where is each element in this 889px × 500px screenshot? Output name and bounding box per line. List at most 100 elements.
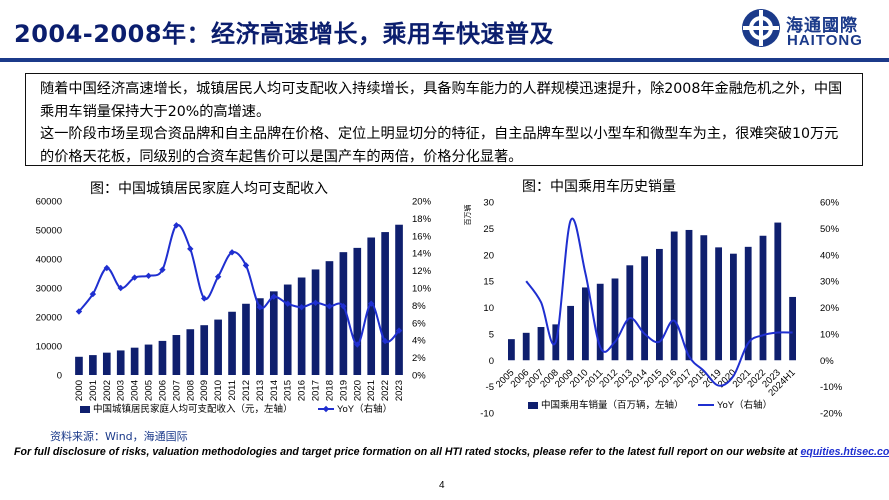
chart1-category-label: 2003 xyxy=(116,380,127,401)
chart2-right-tick-label: -20% xyxy=(820,409,843,420)
chart2-left-tick-label: 10 xyxy=(483,303,494,314)
chart2-bar xyxy=(729,253,737,361)
chart1-right-tick-label: 2% xyxy=(412,353,426,364)
chart1-legend-bar-label: 中国城镇居民家庭人均可支配收入（元，左轴） xyxy=(93,403,293,415)
summary-paragraph-2: 这一阶段市场呈现合资品牌和自主品牌在价格、定位上明显切分的特征，自主品牌车型以小… xyxy=(40,126,839,165)
page-title: 2004-2008年：经济高速增长，乘用车快速普及 xyxy=(14,20,555,48)
summary-paragraph-1: 随着中国经济高速增长，城镇居民人均可支配收入持续增长，具备购车能力的人群规模迅速… xyxy=(40,81,843,120)
chart1-left-tick-label: 40000 xyxy=(36,255,62,266)
chart2-right-tick-label: -10% xyxy=(820,382,843,393)
chart1-bar xyxy=(144,344,153,375)
chart2-legend-bar-label: 中国乘用车销量（百万辆，左轴） xyxy=(541,399,684,411)
chart1-bar xyxy=(269,291,278,375)
chart1-right-tick-label: 8% xyxy=(412,301,426,312)
chart1-category-label: 2006 xyxy=(157,380,168,401)
chart2-bar xyxy=(537,327,545,361)
chart2-bar xyxy=(700,235,708,361)
chart1-right-tick-label: 10% xyxy=(412,284,432,295)
chart1-title: 图：中国城镇居民家庭人均可支配收入 xyxy=(90,181,328,197)
chart1-right-tick-label: 0% xyxy=(412,371,426,382)
chart2-right-tick-label: 20% xyxy=(820,303,840,314)
chart2-left-tick-label: 0 xyxy=(489,356,494,367)
chart1-legend-line-label: YoY（右轴） xyxy=(337,403,392,415)
chart2-bar xyxy=(596,283,604,361)
chart1-bar xyxy=(214,319,222,375)
chart1-bar xyxy=(102,352,111,375)
chart1-yoy-marker xyxy=(326,303,333,310)
chart1-bar xyxy=(200,325,209,375)
chart1-yoy-marker xyxy=(145,272,152,280)
chart1-left-tick-label: 50000 xyxy=(36,226,62,237)
chart2-bar xyxy=(567,305,575,361)
chart1-yoy-marker xyxy=(256,303,264,311)
chart1-yoy-marker xyxy=(173,222,180,229)
haitong-logo: 海通國際 HAITONG xyxy=(741,8,881,54)
chart1-left-tick-label: 0 xyxy=(57,371,62,382)
chart2-yoy-line xyxy=(525,217,793,387)
header-rule xyxy=(0,58,889,62)
chart1-yoy-marker xyxy=(312,299,319,306)
chart1-category-label: 2009 xyxy=(199,380,210,401)
chart2-legend-bar-swatch xyxy=(528,402,538,409)
chart1-yoy-marker xyxy=(381,337,389,345)
chart1-bar xyxy=(158,340,167,375)
chart1-category-label: 2000 xyxy=(74,380,85,401)
chart1-yoy-marker xyxy=(117,284,124,292)
chart1-category-label: 2002 xyxy=(102,380,113,401)
chart1-bar xyxy=(242,303,250,375)
chart2-right-tick-label: 30% xyxy=(820,277,840,288)
chart2-left-tick-label: -10 xyxy=(480,409,494,420)
chart1-bar xyxy=(395,224,403,375)
chart2-bar xyxy=(670,231,678,361)
chart1-category-label: 2020 xyxy=(352,380,363,401)
chart2-bar xyxy=(685,229,693,361)
chart2-bar xyxy=(744,246,752,361)
chart2-bar xyxy=(759,235,767,361)
chart2-bar xyxy=(655,248,663,361)
chart2-left-tick-label: -5 xyxy=(486,382,494,393)
chart1-category-label: 2017 xyxy=(311,380,322,401)
chart1-yoy-marker xyxy=(270,293,277,300)
chart2-legend-line-label: YoY（右轴） xyxy=(717,399,772,411)
chart1-yoy-marker xyxy=(214,273,222,280)
chart1-bar xyxy=(75,356,83,375)
chart1-yoy-marker xyxy=(395,327,403,334)
chart2-bar xyxy=(507,339,515,361)
chart2-right-tick-label: 50% xyxy=(820,224,840,235)
chart1-bar xyxy=(228,311,236,375)
chart1-yoy-marker xyxy=(159,266,166,273)
chart1-left-tick-label: 30000 xyxy=(36,284,62,295)
chart1-bar xyxy=(130,347,139,375)
chart1-yoy-marker xyxy=(340,303,347,310)
chart1-category-label: 2016 xyxy=(297,380,308,401)
chart1-bar xyxy=(325,261,334,375)
chart1-category-label: 2004 xyxy=(130,380,141,401)
chart1-left-tick-label: 20000 xyxy=(36,313,62,324)
website-link[interactable]: equities.htisec.com xyxy=(800,446,889,458)
summary-box: 随着中国经济高速增长，城镇居民人均可支配收入持续增长，具备购车能力的人群规模迅速… xyxy=(25,73,863,166)
chart1-yoy-marker xyxy=(201,295,208,302)
chart1-category-label: 2010 xyxy=(213,380,224,401)
logo-chinese-text: 海通國際 xyxy=(786,16,858,36)
chart1-category-label: 2013 xyxy=(255,380,266,401)
chart2-left-tick-label: 25 xyxy=(483,224,494,235)
chart1-category-label: 2023 xyxy=(394,380,405,401)
chart1-category-label: 2007 xyxy=(171,380,182,401)
chart2-bar xyxy=(715,247,723,361)
chart1-yoy-marker xyxy=(298,303,305,311)
chart1-bar xyxy=(297,277,306,375)
chart1-bar xyxy=(283,284,292,375)
chart1-category-label: 2022 xyxy=(380,380,391,401)
chart1-category-label: 2021 xyxy=(366,380,377,401)
chart1-right-tick-label: 4% xyxy=(412,336,426,347)
chart1-left-tick-label: 60000 xyxy=(36,197,62,208)
chart1-category-label: 2012 xyxy=(241,380,252,401)
chart1-right-tick-label: 20% xyxy=(412,197,432,208)
chart1-yoy-marker xyxy=(187,245,194,253)
chart1-bar xyxy=(172,335,181,375)
chart2-bar xyxy=(611,278,619,361)
chart1-category-label: 2014 xyxy=(269,380,280,401)
chart1-category-label: 2019 xyxy=(338,380,349,401)
chart2-bar xyxy=(641,256,649,361)
logo-english-text: HAITONG xyxy=(787,32,863,49)
